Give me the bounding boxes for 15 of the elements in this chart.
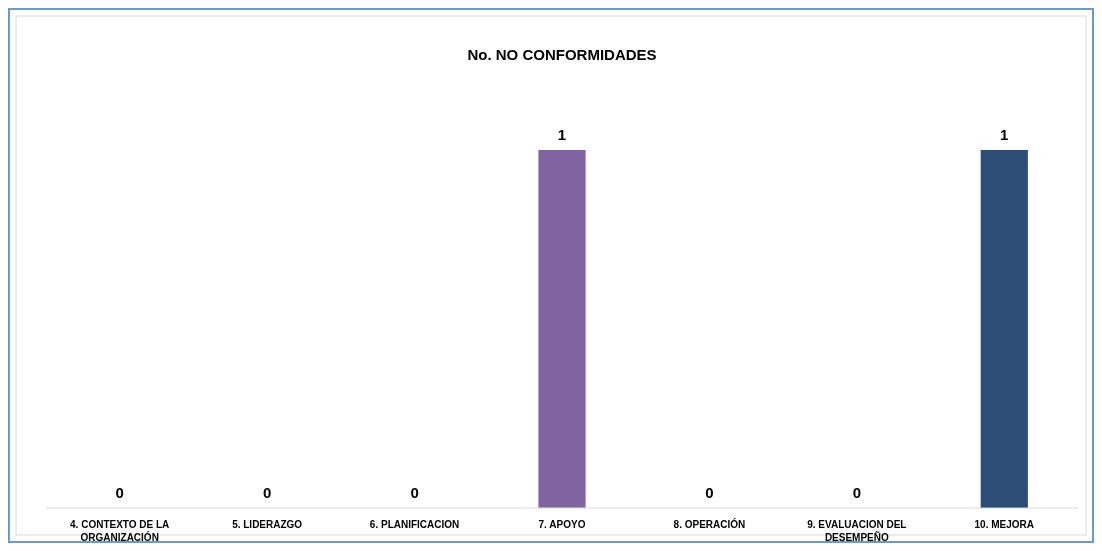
x-tick-label: 9. EVALUACION DEL DESEMPEÑO xyxy=(807,519,907,543)
data-label: 0 xyxy=(115,484,124,501)
chart-title: No. NO CONFORMIDADES xyxy=(467,46,657,63)
data-label: 0 xyxy=(410,484,419,501)
data-label: 0 xyxy=(262,484,272,501)
x-tick-label: 10. MEJORA xyxy=(974,519,1035,530)
x-tick-label: 4. CONTEXTO DE LA ORGANIZACIÓN xyxy=(70,519,170,543)
data-label: 1 xyxy=(1000,126,1009,143)
x-tick-label: 6. PLANIFICACION xyxy=(369,519,460,530)
data-label: 1 xyxy=(557,126,567,143)
x-tick-label: 7. APOYO xyxy=(538,519,586,530)
data-label: 0 xyxy=(852,484,862,501)
data-label: 0 xyxy=(705,484,714,501)
x-tick-label: 8. OPERACIÓN xyxy=(673,518,746,530)
x-tick-label: 5. LIDERAZGO xyxy=(232,519,303,530)
